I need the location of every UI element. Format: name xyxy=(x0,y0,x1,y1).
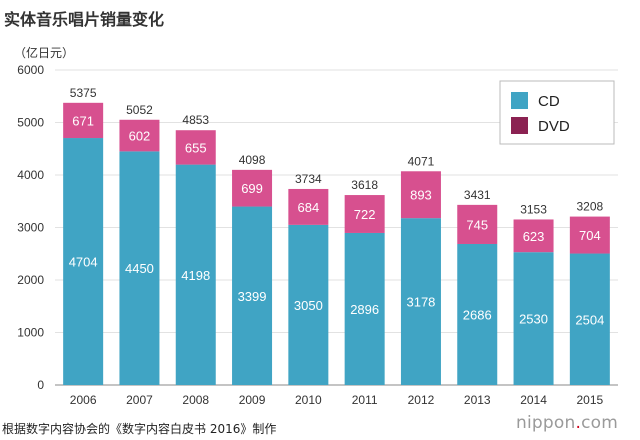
bar-dvd xyxy=(288,188,329,225)
brand-logo: nippon.com xyxy=(516,413,618,433)
bar-cd xyxy=(288,224,329,385)
y-tick-label: 4000 xyxy=(17,168,44,182)
data-label-cd: 3178 xyxy=(406,295,435,310)
legend-swatch-dvd xyxy=(511,117,528,134)
data-label-total: 3153 xyxy=(520,202,547,216)
data-label-dvd: 671 xyxy=(72,113,94,128)
y-tick-label: 3000 xyxy=(17,221,44,235)
data-label-dvd: 623 xyxy=(523,229,545,244)
bar-cd xyxy=(344,232,385,385)
bar-dvd xyxy=(175,130,216,165)
data-label-dvd: 722 xyxy=(354,207,376,222)
y-tick-labels: 0 1000 2000 3000 4000 5000 6000 xyxy=(17,63,44,392)
data-label-dvd: 745 xyxy=(466,217,488,232)
data-label-total: 4071 xyxy=(408,154,435,168)
bar-dvd xyxy=(513,219,554,253)
y-tick-label: 5000 xyxy=(17,116,44,130)
data-label-cd: 4450 xyxy=(125,261,154,276)
y-tick-label: 2000 xyxy=(17,273,44,287)
bar-dvd xyxy=(457,204,498,244)
data-label-cd: 4198 xyxy=(181,268,210,283)
data-label-total: 3618 xyxy=(351,178,378,192)
legend-label-dvd: DVD xyxy=(538,118,570,135)
legend: CD DVD xyxy=(499,80,615,145)
source-note: 根据数字内容协会的《数字内容白皮书 2016》制作 xyxy=(2,422,277,436)
bar-dvd xyxy=(400,171,441,219)
data-label-dvd: 684 xyxy=(297,200,319,215)
x-tick-label: 2006 xyxy=(70,393,97,407)
data-label-dvd: 893 xyxy=(410,188,432,203)
x-tick-label: 2007 xyxy=(126,393,153,407)
data-label-dvd: 602 xyxy=(129,129,151,144)
bar-dvd xyxy=(569,216,610,254)
data-label-cd: 2530 xyxy=(519,312,548,327)
bar-cd xyxy=(232,206,273,385)
y-axis-unit: （亿日元） xyxy=(14,46,75,60)
x-tick-label: 2012 xyxy=(408,393,435,407)
bar-cd xyxy=(457,243,498,385)
bar-cd xyxy=(175,164,216,385)
data-label-total: 4853 xyxy=(182,113,209,127)
bar-dvd xyxy=(63,102,104,139)
data-label-total: 3734 xyxy=(295,172,322,186)
data-label-total: 4098 xyxy=(239,153,266,167)
brand-prefix: nippon xyxy=(516,413,576,433)
bar-dvd xyxy=(344,195,385,233)
data-label-total: 5052 xyxy=(126,103,153,117)
y-tick-label: 6000 xyxy=(17,63,44,77)
x-tick-label: 2008 xyxy=(182,393,209,407)
data-label-total: 3208 xyxy=(576,200,603,214)
x-tick-label: 2015 xyxy=(576,393,603,407)
bar-dvd xyxy=(119,119,160,152)
chart-title: 实体音乐唱片销量变化 xyxy=(4,10,165,29)
data-label-cd: 2504 xyxy=(575,312,604,327)
y-tick-label: 1000 xyxy=(17,326,44,340)
bars: 4704 671 5375 4450 602 5052 4198 655 4853 3399 699… xyxy=(63,86,610,385)
x-tick-label: 2014 xyxy=(520,393,547,407)
y-tick-label: 0 xyxy=(37,378,44,392)
data-label-total: 3431 xyxy=(464,188,491,202)
data-label-dvd: 655 xyxy=(185,140,207,155)
bar-cd xyxy=(63,138,104,385)
bar-cd xyxy=(119,151,160,385)
legend-swatch-cd xyxy=(511,92,528,109)
bar-cd xyxy=(513,252,554,385)
x-tick-labels: 2006 2007 2008 2009 2010 2011 2012 2013 2014 2015 xyxy=(70,393,604,407)
data-label-cd: 3050 xyxy=(294,298,323,313)
data-label-cd: 2896 xyxy=(350,302,379,317)
data-label-cd: 2686 xyxy=(463,307,492,322)
data-label-cd: 4704 xyxy=(69,255,98,270)
data-label-dvd: 699 xyxy=(241,181,263,196)
bar-dvd xyxy=(232,169,273,207)
bar-cd xyxy=(400,218,441,385)
bar-cd xyxy=(569,253,610,385)
x-tick-label: 2010 xyxy=(295,393,322,407)
x-tick-label: 2013 xyxy=(464,393,491,407)
x-tick-label: 2009 xyxy=(239,393,266,407)
data-label-dvd: 704 xyxy=(579,228,601,243)
data-label-cd: 3399 xyxy=(238,289,267,304)
brand-dot: . xyxy=(575,413,582,433)
data-label-total: 5375 xyxy=(70,86,97,100)
x-tick-label: 2011 xyxy=(352,393,378,407)
brand-suffix: com xyxy=(581,413,618,433)
legend-label-cd: CD xyxy=(538,93,560,110)
